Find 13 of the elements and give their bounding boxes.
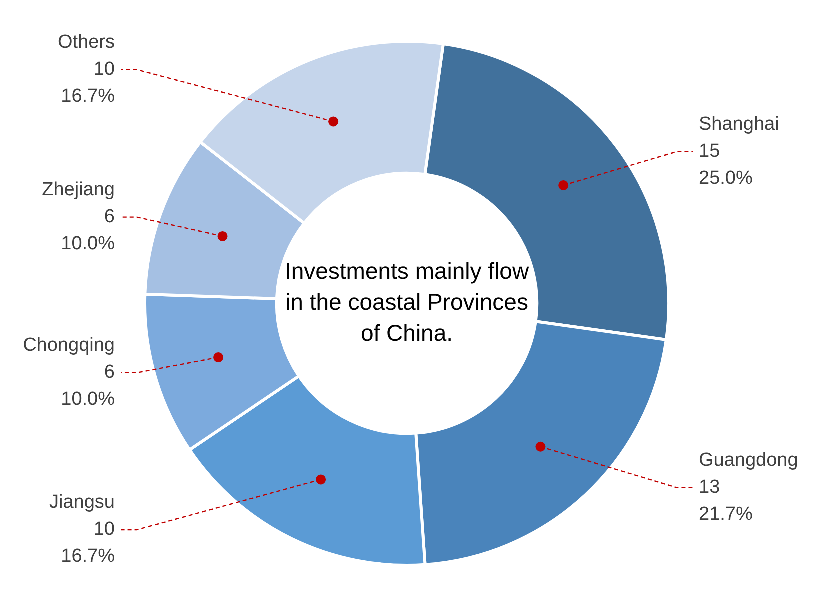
slice-label: Others (58, 32, 115, 54)
slice-label: Guangdong (699, 450, 798, 472)
slice-label: Chongqing (23, 335, 115, 356)
data-label: 10 16.7% (61, 59, 116, 108)
data-label: 13 21.7% (699, 477, 753, 526)
data-label: 6 10.0% (61, 362, 116, 410)
slice-label: Zhejiang (42, 180, 115, 201)
text: Investments mainly flow in the coastal Provinces of China. (284, 258, 530, 346)
slice-label: Shanghai (699, 114, 780, 136)
data-label: 15 25.0% (699, 141, 753, 190)
data-label: 10 16.7% (61, 519, 116, 568)
data-label: 6 10.0% (61, 206, 116, 255)
slice-label: Jiangsu (50, 492, 115, 514)
